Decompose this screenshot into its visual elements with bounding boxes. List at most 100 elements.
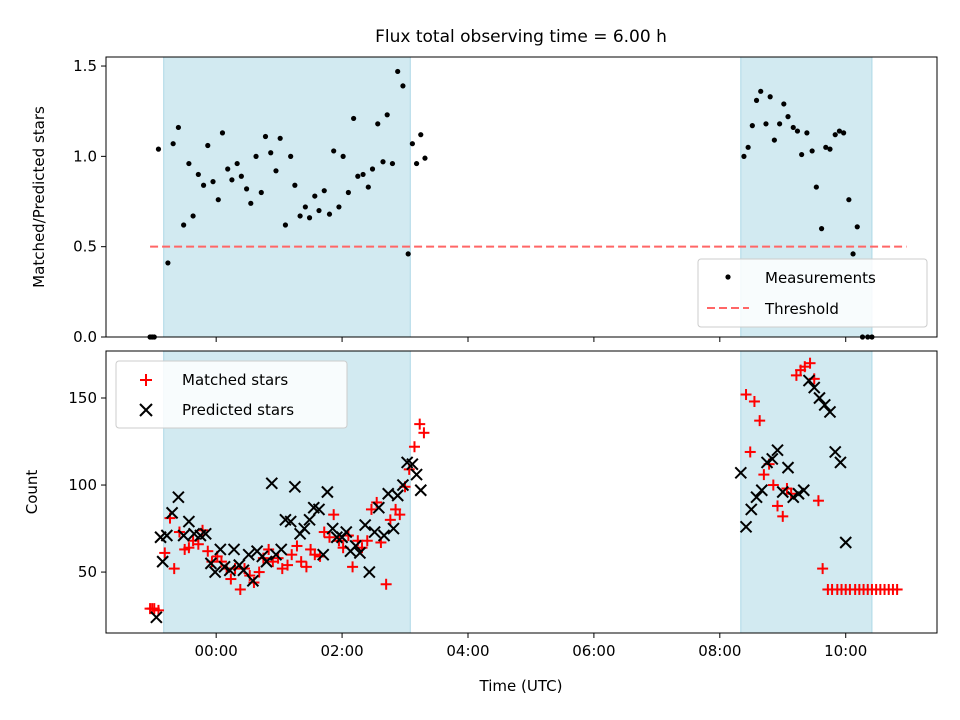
- measurement-point: [818, 226, 825, 232]
- matched-star-point: [244, 570, 256, 582]
- predicted-star-point: [340, 525, 353, 539]
- predicted-star-point: [265, 477, 278, 490]
- matched-star-point: [384, 514, 396, 526]
- measurement-point: [258, 189, 264, 196]
- measurement-point: [225, 166, 231, 172]
- predicted-star-point: [160, 529, 174, 542]
- measurement-point: [741, 153, 747, 159]
- measurement-point: [745, 144, 751, 150]
- measurement-point: [340, 153, 346, 159]
- matched-star-point: [159, 547, 171, 559]
- matched-star-point: [418, 427, 430, 439]
- x-tick-label: 08:00: [698, 642, 741, 660]
- matched-star-point: [192, 538, 204, 550]
- top-legend-box: [697, 258, 928, 328]
- predicted-star-point: [275, 543, 288, 556]
- matched-star-point: [408, 441, 420, 453]
- top-axes-frame: [105, 56, 938, 338]
- measurement-point: [219, 130, 226, 136]
- measurement-point: [809, 148, 815, 154]
- matched-star-point: [183, 542, 195, 554]
- measurement-point: [749, 123, 755, 129]
- matched-star-point: [804, 357, 816, 369]
- predicted-star-point: [387, 522, 400, 535]
- measurement-point: [777, 121, 783, 127]
- predicted-star-point: [802, 374, 816, 387]
- matched-star-point: [414, 418, 426, 430]
- matched-star-point: [215, 556, 227, 568]
- measurement-point: [763, 121, 769, 127]
- matched-star-point: [347, 561, 359, 573]
- measurement-point: [790, 124, 796, 131]
- measurement-point: [190, 213, 196, 219]
- bottom-y-tick-label: 100: [68, 476, 97, 494]
- measurement-point: [306, 215, 313, 221]
- predicted-star-point: [750, 491, 763, 504]
- measurement-point: [336, 204, 342, 210]
- bottom-y-tick-label: 150: [68, 389, 97, 407]
- measurement-point: [785, 114, 791, 120]
- measurement-point: [827, 146, 833, 152]
- bottom-y-axis-label: Count: [23, 470, 41, 515]
- measurement-point: [268, 150, 274, 156]
- measurement-point: [205, 142, 211, 149]
- legend-measurements-label: Measurements: [765, 269, 876, 287]
- measurement-point: [422, 155, 428, 161]
- measurement-point: [380, 159, 386, 165]
- predicted-star-point: [237, 564, 250, 577]
- matched-star-point: [253, 566, 265, 578]
- matched-star-point: [754, 415, 766, 427]
- predicted-star-point: [199, 527, 212, 540]
- predicted-star-point: [321, 485, 334, 499]
- bottom-axes-frame: [105, 350, 938, 634]
- x-axis-label: Time (UTC): [479, 677, 563, 695]
- predicted-star-point: [781, 461, 795, 474]
- predicted-star-point: [372, 501, 386, 514]
- matched-star-point: [891, 583, 903, 595]
- measurement-point: [277, 135, 283, 141]
- measurement-point: [794, 128, 801, 134]
- measurement-point: [297, 213, 303, 219]
- measurement-point: [771, 137, 777, 143]
- predicted-star-point: [349, 539, 362, 553]
- matched-star-point: [286, 549, 298, 561]
- measurement-point: [389, 160, 396, 167]
- measurement-point: [400, 83, 406, 89]
- matched-star-point: [263, 543, 275, 555]
- predicted-star-point: [766, 452, 779, 466]
- predicted-star-point: [771, 444, 784, 457]
- matched-star-point: [234, 583, 246, 595]
- measurement-point: [854, 224, 860, 230]
- predicted-star-point: [172, 491, 185, 504]
- measurement-point: [375, 121, 381, 127]
- measurement-point: [262, 133, 269, 140]
- legend-measurements-marker: [725, 274, 731, 280]
- measurement-point: [384, 112, 390, 118]
- predicted-star-point: [204, 557, 218, 570]
- predicted-star-point: [227, 543, 241, 556]
- bottom-tick-marks: 00:00 02:00 04:00 06:00 08:00 10:00 50 100 150: [68, 389, 867, 660]
- matched-star-point: [225, 573, 237, 585]
- matched-star-point: [767, 479, 779, 491]
- predicted-star-point: [150, 611, 163, 624]
- measurement-point: [345, 189, 351, 196]
- measurement-point: [186, 160, 192, 167]
- predicted-star-point: [745, 503, 758, 516]
- matched-star-point: [202, 545, 214, 557]
- predicted-star-point: [353, 546, 367, 560]
- measurement-point: [832, 132, 838, 138]
- measurement-point: [351, 115, 357, 122]
- predicted-star-point: [382, 487, 395, 500]
- x-tick-label: 10:00: [824, 642, 867, 660]
- x-tick-label: 06:00: [572, 642, 615, 660]
- measurement-point: [170, 141, 176, 147]
- predicted-star-point: [284, 515, 297, 528]
- measurement-point: [288, 153, 294, 159]
- matched-star-point: [394, 509, 406, 521]
- predicted-star-point: [177, 529, 190, 542]
- predicted-star-point: [182, 515, 196, 528]
- predicted-star-point: [823, 405, 837, 419]
- measurement-point: [165, 260, 171, 266]
- predicted-star-point: [223, 564, 237, 577]
